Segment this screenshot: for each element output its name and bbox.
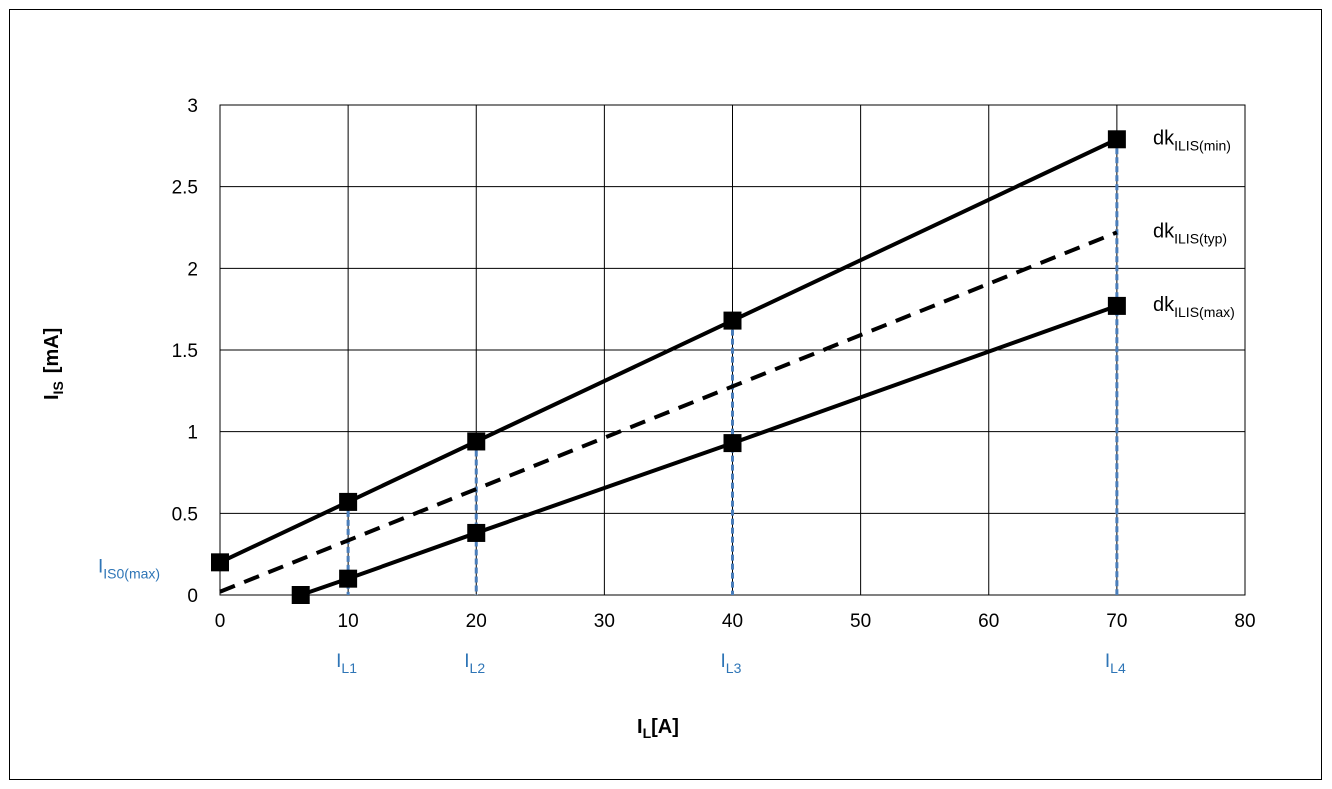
data-point xyxy=(723,434,742,453)
x-tick-label: 10 xyxy=(338,611,359,632)
x-tick-label: 60 xyxy=(978,611,999,632)
data-point xyxy=(339,492,358,511)
x-tick-label: 50 xyxy=(850,611,871,632)
y-tick-label: 1.5 xyxy=(172,341,198,362)
y-annotation-label: IIS0(max) xyxy=(98,556,160,581)
data-point xyxy=(339,569,358,588)
data-point xyxy=(1107,130,1126,149)
chart-frame xyxy=(9,9,1322,780)
series-label-2: dkILIS(typ) xyxy=(1153,220,1227,246)
y-tick-label: 2.5 xyxy=(172,178,198,199)
series-line-3 xyxy=(300,304,1118,597)
reference-label-2: IL2 xyxy=(464,651,485,676)
data-point xyxy=(467,432,486,451)
reference-label-3: IL3 xyxy=(721,651,742,676)
y-tick-label: 1 xyxy=(187,423,198,444)
x-tick-label: 40 xyxy=(722,611,743,632)
data-point xyxy=(1107,296,1126,315)
reference-label-4: IL4 xyxy=(1105,651,1126,676)
y-axis-title: IIS[mA] xyxy=(41,328,66,400)
x-tick-label: 20 xyxy=(466,611,487,632)
y-tick-label: 3 xyxy=(187,96,198,117)
y-tick-label: 0 xyxy=(187,586,198,607)
tick-labels: 0 10 20 30 40 50 60 70 80 0 0.5 1 1.5 2 2.5 3 IL1 IL2 IL3 I… xyxy=(98,96,1256,676)
x-tick-label: 70 xyxy=(1106,611,1127,632)
data-point xyxy=(291,586,310,604)
x-axis-title: IL[A] xyxy=(637,716,679,741)
x-tick-label: 30 xyxy=(594,611,615,632)
reference-lines xyxy=(346,139,1119,595)
data-point xyxy=(211,553,229,572)
data-point xyxy=(723,311,742,330)
series-label-3: dkILIS(max) xyxy=(1153,294,1235,320)
series-line-2 xyxy=(219,230,1118,594)
series-label-1: dkILIS(min) xyxy=(1153,127,1231,153)
y-tick-label: 2 xyxy=(187,259,198,280)
reference-label-1: IL1 xyxy=(336,651,357,676)
data-point xyxy=(467,523,486,542)
series-group xyxy=(211,130,1126,604)
y-tick-label: 0.5 xyxy=(172,504,198,525)
x-tick-label: 80 xyxy=(1234,611,1255,632)
x-tick-label: 0 xyxy=(215,611,226,632)
